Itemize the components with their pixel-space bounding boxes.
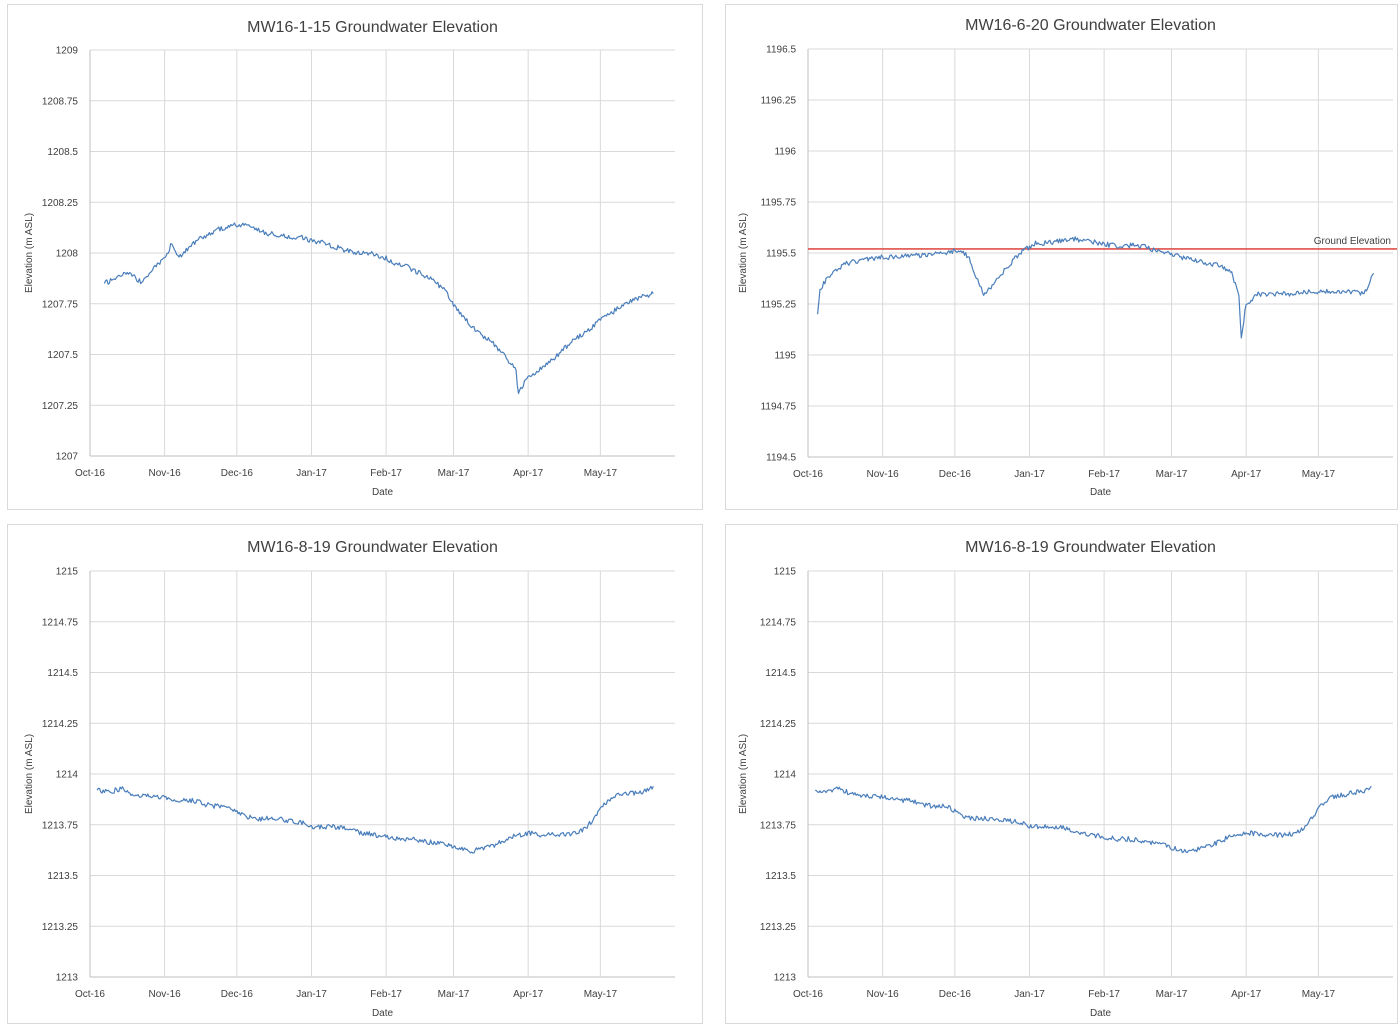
series-line bbox=[817, 236, 1375, 339]
y-tick-label: 1208.75 bbox=[42, 96, 79, 107]
chart-panel-mw16-6-20: MW16-6-20 Groundwater Elevation 1194.5 119… bbox=[725, 4, 1398, 510]
x-tick-label: May-17 bbox=[1302, 469, 1336, 480]
y-tick-label: 1214.25 bbox=[42, 719, 79, 730]
series-line bbox=[103, 222, 654, 394]
y-tick-label: 1215 bbox=[56, 567, 79, 578]
x-tick-label: Feb-17 bbox=[370, 468, 402, 479]
x-tick-label: Nov-16 bbox=[149, 468, 182, 479]
y-tick-label: 1213.5 bbox=[47, 871, 78, 882]
y-tick-label: 1214.75 bbox=[760, 617, 797, 628]
y-tick-label: 1214 bbox=[774, 770, 797, 781]
y-tick-label: 1214.75 bbox=[42, 617, 79, 628]
x-axis-label: Date bbox=[1090, 1008, 1112, 1019]
y-tick-label: 1196.25 bbox=[761, 96, 797, 107]
line-chart: MW16-1-15 Groundwater Elevation 1207 1207.… bbox=[24, 19, 675, 498]
y-tick-label: 1195.5 bbox=[766, 249, 796, 260]
x-tick-label: Mar-17 bbox=[1156, 469, 1188, 480]
x-axis-label: Date bbox=[372, 1008, 394, 1019]
chart-title: MW16-8-19 Groundwater Elevation bbox=[247, 539, 498, 556]
x-tick-label: Jan-17 bbox=[1014, 989, 1045, 1000]
y-tick-label: 1214.5 bbox=[765, 668, 796, 679]
y-tick-label: 1213.25 bbox=[760, 922, 797, 933]
x-tick-label: Oct-16 bbox=[75, 989, 105, 1000]
x-tick-label: Dec-16 bbox=[939, 469, 972, 480]
y-tick-label: 1207.75 bbox=[42, 299, 79, 310]
line-chart: MW16-8-19 Groundwater Elevation 1213 1213.… bbox=[24, 539, 675, 1019]
x-tick-label: Nov-16 bbox=[867, 469, 900, 480]
x-tick-label: Dec-16 bbox=[939, 989, 972, 1000]
x-tick-label: Oct-16 bbox=[793, 989, 823, 1000]
y-axis-label: Elevation (m ASL) bbox=[24, 213, 35, 293]
x-tick-label: Mar-17 bbox=[1156, 989, 1188, 1000]
ground-elevation-label: Ground Elevation bbox=[1314, 236, 1391, 247]
x-tick-label: Jan-17 bbox=[296, 989, 327, 1000]
y-tick-label: 1214.5 bbox=[47, 668, 78, 679]
y-axis-label: Elevation (m ASL) bbox=[738, 734, 749, 814]
x-tick-label: Nov-16 bbox=[867, 989, 900, 1000]
y-tick-label: 1208.5 bbox=[47, 147, 78, 158]
y-tick-label: 1195.25 bbox=[761, 300, 797, 311]
y-axis-label: Elevation (m ASL) bbox=[738, 213, 749, 293]
chart-panel-mw16-8-19-left: MW16-8-19 Groundwater Elevation 1213 1213.… bbox=[7, 524, 703, 1024]
y-tick-label: 1213.5 bbox=[765, 871, 796, 882]
x-tick-label: Feb-17 bbox=[1088, 469, 1120, 480]
y-tick-label: 1207.5 bbox=[47, 350, 78, 361]
y-tick-label: 1214.25 bbox=[760, 719, 797, 730]
line-chart: MW16-8-19 Groundwater Elevation 1213 1213.… bbox=[738, 539, 1393, 1019]
x-tick-label: May-17 bbox=[1302, 989, 1336, 1000]
chart-panel-mw16-1-15: MW16-1-15 Groundwater Elevation 1207 1207.… bbox=[7, 4, 703, 510]
series-line bbox=[96, 785, 654, 854]
y-tick-label: 1207 bbox=[56, 452, 79, 463]
y-tick-label: 1207.25 bbox=[42, 401, 79, 412]
x-tick-label: Mar-17 bbox=[438, 468, 470, 479]
y-tick-label: 1213.75 bbox=[42, 820, 79, 831]
y-tick-label: 1214 bbox=[56, 770, 79, 781]
x-tick-label: Oct-16 bbox=[793, 469, 823, 480]
chart-panel-mw16-8-19-right: MW16-8-19 Groundwater Elevation 1213 1213.… bbox=[725, 524, 1398, 1024]
x-tick-label: Apr-17 bbox=[513, 468, 543, 479]
y-tick-label: 1213.75 bbox=[760, 820, 797, 831]
y-axis-label: Elevation (m ASL) bbox=[24, 734, 35, 814]
series-line bbox=[814, 785, 1372, 854]
x-tick-label: Apr-17 bbox=[1231, 989, 1261, 1000]
x-tick-label: May-17 bbox=[584, 468, 618, 479]
y-tick-label: 1196 bbox=[774, 147, 796, 158]
y-tick-label: 1194.75 bbox=[761, 402, 797, 413]
x-tick-label: Oct-16 bbox=[75, 468, 105, 479]
y-tick-label: 1208.25 bbox=[42, 198, 79, 209]
x-axis-label: Date bbox=[372, 487, 394, 498]
y-tick-label: 1209 bbox=[56, 46, 79, 57]
chart-title: MW16-6-20 Groundwater Elevation bbox=[965, 17, 1216, 34]
y-tick-label: 1195 bbox=[774, 351, 796, 362]
chart-title: MW16-8-19 Groundwater Elevation bbox=[965, 539, 1216, 556]
y-tick-label: 1208 bbox=[56, 249, 79, 260]
x-tick-label: Apr-17 bbox=[513, 989, 543, 1000]
y-tick-label: 1213 bbox=[774, 973, 797, 984]
y-tick-label: 1195.75 bbox=[761, 198, 797, 209]
x-tick-label: Dec-16 bbox=[221, 989, 254, 1000]
x-axis-label: Date bbox=[1090, 487, 1112, 498]
x-tick-label: Jan-17 bbox=[1014, 469, 1045, 480]
x-tick-label: Feb-17 bbox=[370, 989, 402, 1000]
line-chart: MW16-6-20 Groundwater Elevation 1194.5 119… bbox=[738, 17, 1397, 498]
x-tick-label: May-17 bbox=[584, 989, 618, 1000]
y-tick-label: 1213 bbox=[56, 973, 79, 984]
x-tick-label: Dec-16 bbox=[221, 468, 254, 479]
y-tick-label: 1215 bbox=[774, 567, 797, 578]
x-tick-label: Apr-17 bbox=[1231, 469, 1261, 480]
y-tick-label: 1196.5 bbox=[766, 45, 796, 56]
chart-title: MW16-1-15 Groundwater Elevation bbox=[247, 19, 498, 36]
y-tick-label: 1213.25 bbox=[42, 922, 79, 933]
y-tick-label: 1194.5 bbox=[766, 453, 796, 464]
x-tick-label: Jan-17 bbox=[296, 468, 327, 479]
x-tick-label: Mar-17 bbox=[438, 989, 470, 1000]
x-tick-label: Nov-16 bbox=[149, 989, 182, 1000]
x-tick-label: Feb-17 bbox=[1088, 989, 1120, 1000]
